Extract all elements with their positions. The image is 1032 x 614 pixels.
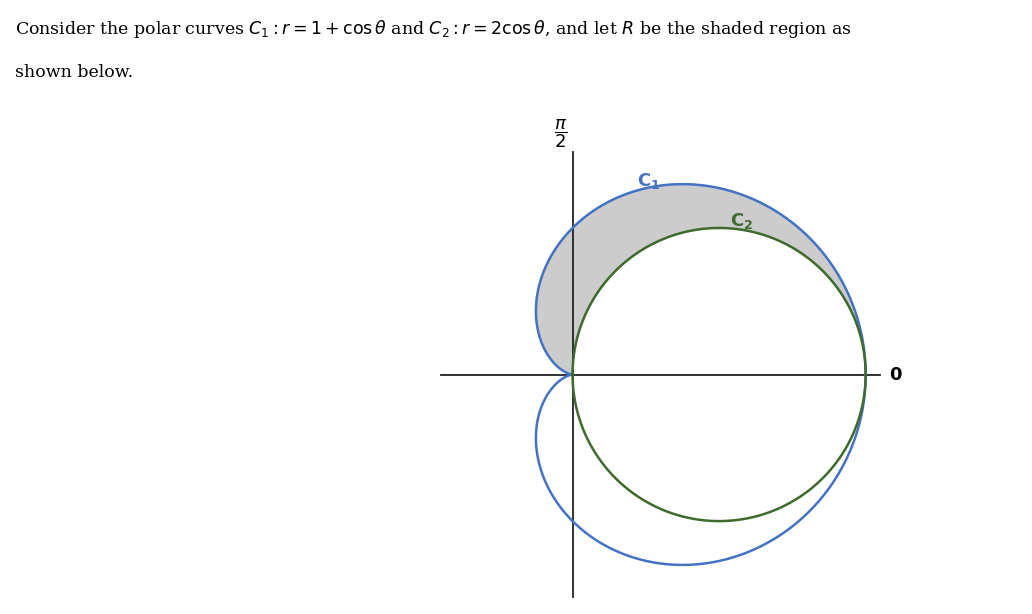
Text: shown below.: shown below.: [15, 64, 133, 82]
Text: $\dfrac{\pi}{2}$: $\dfrac{\pi}{2}$: [554, 118, 568, 150]
Text: $\mathbf{C_1}$: $\mathbf{C_1}$: [637, 171, 660, 191]
Text: $\mathbf{0}$: $\mathbf{0}$: [890, 365, 903, 384]
Polygon shape: [536, 184, 866, 375]
Text: $\mathbf{C_2}$: $\mathbf{C_2}$: [730, 211, 752, 231]
Text: Consider the polar curves $C_1 : r = 1 + \cos\theta$ and $C_2 : r = 2\cos\theta$: Consider the polar curves $C_1 : r = 1 +…: [15, 18, 852, 41]
